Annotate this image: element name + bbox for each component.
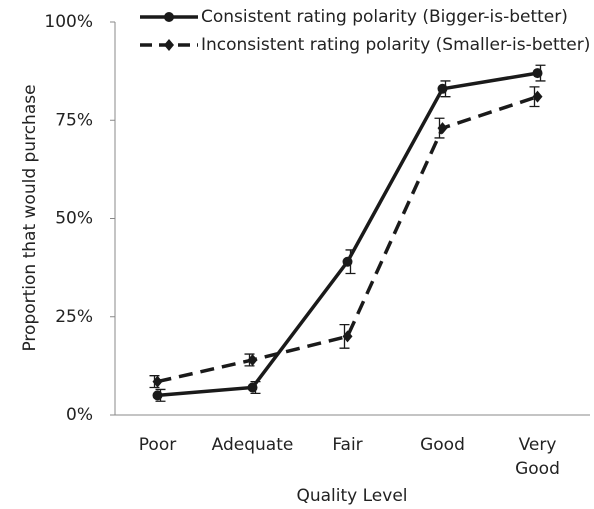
legend-marker xyxy=(164,12,174,22)
marker xyxy=(532,68,543,79)
marker xyxy=(437,122,448,135)
x-tick-label: Good xyxy=(420,435,465,455)
legend-label: Inconsistent rating polarity (Smaller-is… xyxy=(201,35,590,55)
marker xyxy=(152,390,163,401)
y-tick-label: 50% xyxy=(55,209,93,229)
legend-marker xyxy=(164,39,174,51)
marker xyxy=(342,256,353,267)
marker xyxy=(247,353,258,366)
x-tick-label: Poor xyxy=(139,435,176,455)
x-tick-label: Very Good xyxy=(515,435,560,479)
marker xyxy=(532,90,543,103)
marker xyxy=(342,330,353,343)
x-tick-label: Adequate xyxy=(212,435,294,455)
marker xyxy=(152,375,163,388)
x-axis-title: Quality Level xyxy=(296,486,407,506)
legend-label: Consistent rating polarity (Bigger-is-be… xyxy=(201,7,568,27)
series-line xyxy=(157,71,538,398)
y-tick-label: 25% xyxy=(55,307,93,327)
y-tick-label: 100% xyxy=(44,12,93,32)
x-tick-label: Fair xyxy=(332,435,362,455)
y-tick-label: 0% xyxy=(66,405,93,425)
marker xyxy=(437,83,448,94)
marker xyxy=(247,382,258,393)
y-tick-label: 75% xyxy=(55,110,93,130)
y-axis-title: Proportion that would purchase xyxy=(20,84,40,351)
